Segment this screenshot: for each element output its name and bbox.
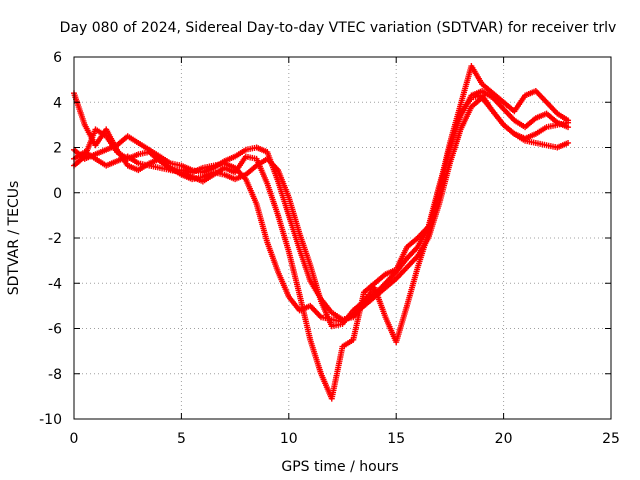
- x-tick-label: 0: [70, 431, 79, 447]
- y-tick-label: 2: [53, 141, 62, 157]
- y-tick-label: -2: [48, 231, 62, 247]
- data-points: [71, 63, 572, 402]
- data-series-4: [71, 63, 572, 346]
- x-tick-label: 25: [602, 431, 620, 447]
- data-series-2: [71, 94, 572, 325]
- x-tick-label: 10: [280, 431, 298, 447]
- grid-lines: [73, 56, 612, 420]
- y-tick-label: 6: [53, 50, 62, 66]
- chart-title: Day 080 of 2024, Sidereal Day-to-day VTE…: [60, 20, 617, 36]
- y-tick-label: -8: [48, 367, 62, 383]
- data-point: [565, 139, 572, 146]
- x-tick-label: 5: [177, 431, 186, 447]
- y-tick-labels: -10 -8 -6 -4 -2 0 2 4 6: [39, 50, 62, 428]
- data-series-3: [71, 87, 572, 323]
- axis-ticks: [73, 56, 612, 420]
- x-tick-label: 15: [387, 431, 405, 447]
- data-point: [565, 124, 572, 131]
- y-tick-label: -4: [48, 276, 62, 292]
- y-tick-label: 0: [53, 186, 62, 202]
- data-series-1: [71, 90, 572, 402]
- x-tick-labels: 0 5 10 15 20 25: [70, 431, 620, 447]
- data-point: [565, 117, 572, 124]
- y-tick-label: 4: [53, 95, 62, 111]
- y-tick-label: -10: [39, 412, 62, 428]
- x-axis-label: GPS time / hours: [281, 459, 398, 475]
- y-axis-label: SDTVAR / TECUs: [6, 181, 22, 296]
- x-tick-label: 20: [495, 431, 513, 447]
- y-tick-label: -6: [48, 322, 62, 338]
